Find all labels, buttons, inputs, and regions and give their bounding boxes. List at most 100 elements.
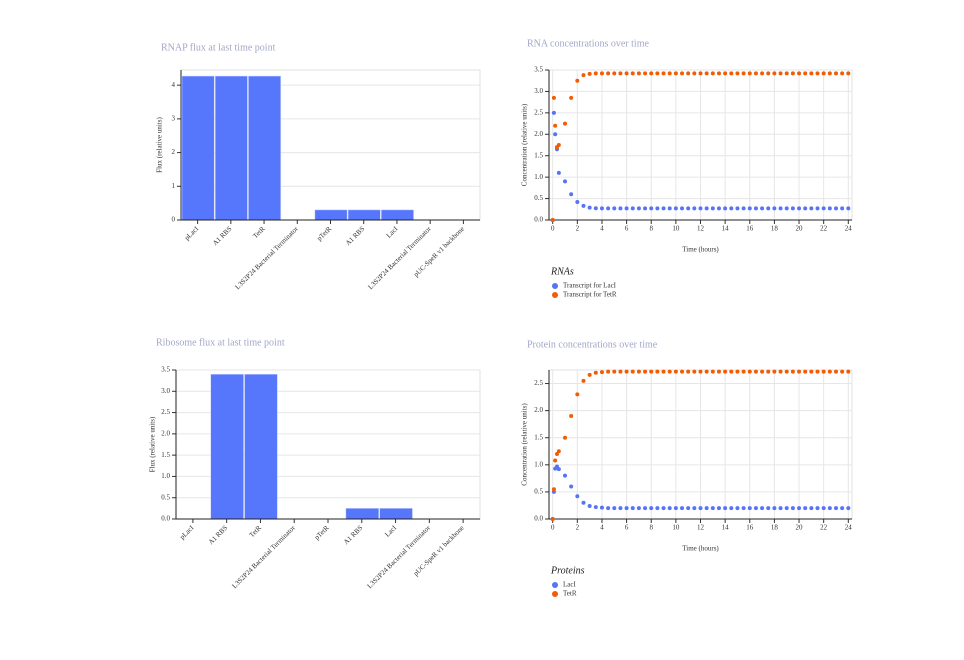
data-point xyxy=(630,506,635,511)
x-tick-label: 24 xyxy=(845,225,853,233)
x-tick-label: 16 xyxy=(746,524,754,532)
y-tick-label: 1.0 xyxy=(534,173,543,181)
data-point xyxy=(716,71,721,76)
data-point xyxy=(624,206,629,211)
data-point xyxy=(766,369,771,374)
chart-title: RNA concentrations over time xyxy=(527,38,649,49)
data-point xyxy=(772,206,777,211)
data-point xyxy=(643,71,648,76)
data-point xyxy=(673,369,678,374)
data-point xyxy=(784,71,789,76)
x-tick-label: 0 xyxy=(551,524,555,532)
data-point xyxy=(599,71,604,76)
data-point xyxy=(612,369,617,374)
data-point xyxy=(630,71,635,76)
y-tick-label: 2 xyxy=(172,148,176,156)
data-point xyxy=(587,372,592,377)
x-tick-label: A1 RBS xyxy=(344,225,366,247)
data-point xyxy=(833,206,838,211)
data-point xyxy=(803,369,808,374)
data-point xyxy=(698,369,703,374)
data-point xyxy=(846,506,851,511)
bar xyxy=(214,75,248,221)
data-point xyxy=(553,123,558,128)
data-point xyxy=(606,71,611,76)
data-point xyxy=(778,71,783,76)
data-point xyxy=(735,369,740,374)
x-tick-label: TetR xyxy=(248,524,263,539)
legend-title: Proteins xyxy=(550,565,585,576)
data-point xyxy=(686,506,691,511)
data-point xyxy=(753,369,758,374)
data-point xyxy=(667,506,672,511)
data-point xyxy=(833,369,838,374)
y-tick-label: 3 xyxy=(172,114,176,122)
data-point xyxy=(729,506,734,511)
data-point xyxy=(630,369,635,374)
data-point xyxy=(553,458,558,463)
x-tick-label: 0 xyxy=(551,225,555,233)
data-point xyxy=(551,487,556,492)
data-point xyxy=(581,203,586,208)
data-point xyxy=(723,71,728,76)
data-point xyxy=(797,506,802,511)
data-point xyxy=(661,369,666,374)
y-tick-label: 0.5 xyxy=(161,493,170,501)
data-point xyxy=(821,369,826,374)
data-point xyxy=(710,71,715,76)
x-tick-label: LacI xyxy=(383,523,398,538)
data-point xyxy=(569,484,574,489)
x-tick-label: 14 xyxy=(722,524,730,532)
data-point xyxy=(760,71,765,76)
data-point xyxy=(833,71,838,76)
data-point xyxy=(809,369,814,374)
data-point xyxy=(840,506,845,511)
data-point xyxy=(784,506,789,511)
x-tick-label: 16 xyxy=(746,225,754,233)
x-tick-label: 20 xyxy=(796,225,804,233)
bar xyxy=(379,508,413,520)
data-point xyxy=(741,506,746,511)
y-tick-label: 3.0 xyxy=(161,387,170,395)
data-point xyxy=(692,71,697,76)
data-point xyxy=(784,369,789,374)
y-axis-label: Concentration (relative units) xyxy=(521,103,529,186)
data-point xyxy=(636,206,641,211)
data-point xyxy=(741,71,746,76)
x-tick-label: 10 xyxy=(672,524,680,532)
x-tick-label: L3S2P24 Bacterial Terminator xyxy=(366,224,433,291)
data-point xyxy=(680,506,685,511)
y-tick-label: 2.5 xyxy=(161,408,170,416)
x-tick-label: 2 xyxy=(576,524,580,532)
bar xyxy=(210,374,244,520)
y-tick-label: 2.5 xyxy=(534,379,543,387)
bar xyxy=(345,508,379,520)
y-tick-label: 2.0 xyxy=(161,429,170,437)
y-axis-label: Concentration (relative units) xyxy=(521,403,529,486)
data-point xyxy=(587,71,592,76)
data-point xyxy=(569,192,574,197)
legend-swatch xyxy=(552,292,558,298)
x-tick-label: L3S2P24 Bacterial Terminator xyxy=(366,523,433,590)
data-point xyxy=(729,206,734,211)
x-tick-label: pTetR xyxy=(313,524,331,542)
data-point xyxy=(840,369,845,374)
data-point xyxy=(772,369,777,374)
y-tick-label: 1 xyxy=(172,182,176,190)
y-tick-label: 1.5 xyxy=(534,433,543,441)
y-tick-label: 3.5 xyxy=(161,366,170,374)
legend-label: TetR xyxy=(563,590,577,598)
data-point xyxy=(553,132,558,137)
x-axis-label: Time (hours) xyxy=(682,246,719,254)
data-point xyxy=(643,369,648,374)
data-point xyxy=(827,71,832,76)
data-point xyxy=(661,506,666,511)
data-point xyxy=(747,369,752,374)
data-point xyxy=(833,506,838,511)
y-tick-label: 1.0 xyxy=(161,472,170,480)
data-point xyxy=(772,506,777,511)
data-point xyxy=(667,206,672,211)
data-point xyxy=(803,206,808,211)
data-point xyxy=(593,71,598,76)
